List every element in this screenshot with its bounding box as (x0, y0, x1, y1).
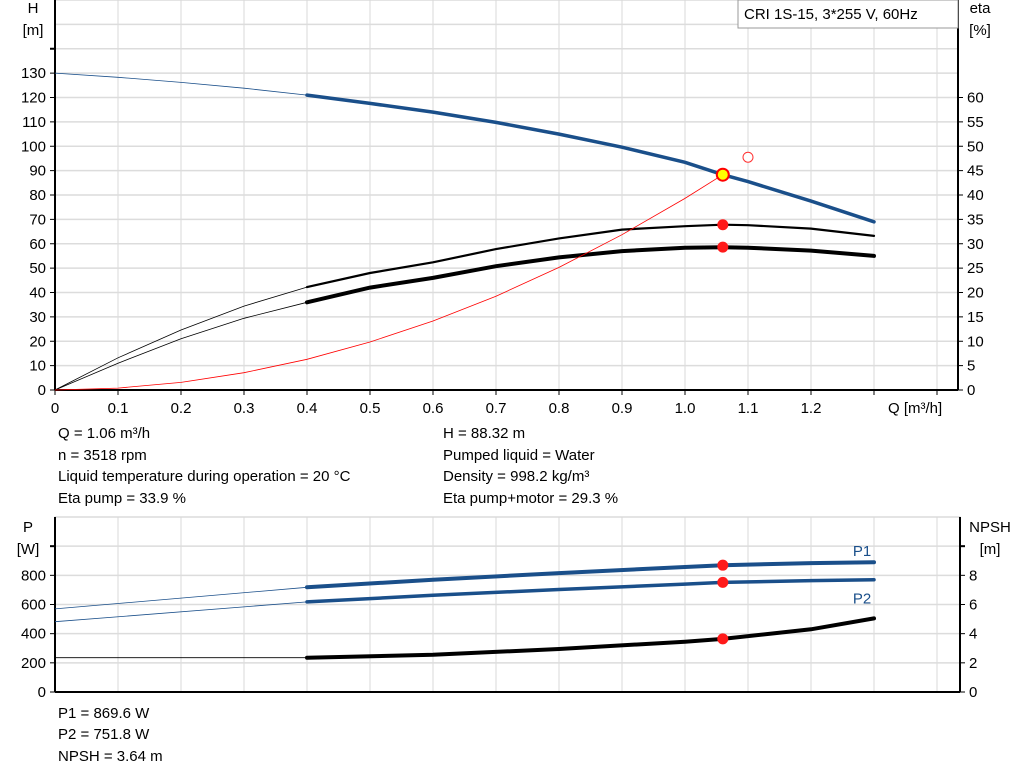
y-left-tick-label: 110 (22, 114, 46, 131)
y-left-tick-label: 130 (21, 65, 46, 82)
series-label-p2: P2 (853, 591, 871, 608)
series-1-curve (305, 223, 876, 289)
series-0-curve (305, 93, 876, 224)
x-tick-label: 0.1 (108, 400, 129, 417)
info-eta-pump-motor: Eta pump+motor = 29.3 % (443, 490, 619, 507)
x-tick-label: 0.5 (360, 400, 381, 417)
y-right-tick-label: 15 (967, 309, 984, 326)
x-tick-label: 0.4 (297, 400, 318, 417)
y-right-tick-label: 45 (967, 163, 984, 180)
y-left-unit: [W] (17, 541, 40, 558)
x-tick-label: 0.2 (171, 400, 192, 417)
y-left-tick-label: 30 (29, 309, 46, 326)
y-right-tick-label: 8 (969, 567, 977, 584)
duty-point (715, 167, 730, 182)
info-liquid-temp: Liquid temperature during operation = 20… (58, 468, 351, 485)
info-speed: n = 3518 rpm (58, 447, 147, 464)
y-right-tick-label: 6 (969, 597, 977, 614)
y-right-tick-label: 2 (969, 655, 977, 672)
y-right-tick-label: 0 (967, 382, 975, 399)
requested-point (742, 151, 754, 163)
y-left-tick-label: 10 (29, 358, 46, 375)
y-right-tick-label: 25 (967, 260, 984, 277)
y-right-unit: [%] (969, 22, 991, 39)
x-tick-label: 0.9 (612, 400, 633, 417)
y-right-title: eta (970, 0, 992, 17)
series-label-p1: P1 (853, 543, 871, 560)
series-1-extrapolated (54, 601, 308, 623)
info-p2: P2 = 751.8 W (58, 726, 150, 743)
info-pumped-liquid: Pumped liquid = Water (443, 447, 595, 464)
info-p1: P1 = 869.6 W (58, 705, 150, 722)
x-tick-label: 1.1 (738, 400, 759, 417)
y-left-title: P (23, 519, 33, 536)
y-left-title: H (28, 0, 39, 17)
y-right-tick-label: 0 (969, 684, 977, 701)
x-tick-label: 0.8 (549, 400, 570, 417)
y-right-unit: [m] (980, 541, 1001, 558)
y-left-tick-label: 40 (29, 285, 46, 302)
eta-operating-point (717, 219, 729, 231)
y-left-tick-label: 120 (21, 90, 46, 107)
x-tick-label: 1.2 (801, 400, 822, 417)
y-left-tick-label: 800 (21, 567, 46, 584)
y-right-tick-label: 4 (969, 626, 977, 643)
series-2-extrapolated (54, 301, 308, 391)
system-curve (54, 174, 724, 391)
y-right-tick-label: 30 (967, 236, 984, 253)
y-left-tick-label: 400 (21, 626, 46, 643)
y-left-tick-label: 60 (29, 236, 46, 253)
series-0-extrapolated (54, 586, 308, 610)
info-eta-pump: Eta pump = 33.9 % (58, 490, 186, 507)
y-right-tick-label: 10 (967, 333, 984, 350)
x-tick-label: 0.7 (486, 400, 507, 417)
series-2-curve (305, 245, 876, 305)
series-0-curve (305, 560, 876, 590)
x-tick-label: 0.6 (423, 400, 444, 417)
y-left-tick-label: 600 (21, 597, 46, 614)
operating-point (717, 633, 729, 645)
info-q: Q = 1.06 m³/h (58, 425, 151, 442)
y-right-tick-label: 50 (967, 138, 984, 155)
x-tick-label: 0.3 (234, 400, 255, 417)
series-1-curve (305, 577, 876, 604)
y-left-tick-label: 70 (29, 211, 46, 228)
x-tick-label: 1.0 (675, 400, 696, 417)
y-right-tick-label: 35 (967, 211, 984, 228)
y-right-tick-label: 20 (967, 285, 984, 302)
y-right-tick-label: 40 (967, 187, 984, 204)
y-left-tick-label: 20 (29, 333, 46, 350)
y-left-tick-label: 0 (38, 382, 46, 399)
series-2-curve (305, 616, 876, 660)
y-left-tick-label: 200 (21, 655, 46, 672)
series-1-extrapolated (54, 286, 308, 391)
x-axis-title: Q [m³/h] (888, 400, 942, 417)
y-right-tick-label: 5 (967, 358, 975, 375)
eta-operating-point (717, 241, 729, 253)
y-left-tick-label: 100 (21, 138, 46, 155)
y-right-tick-label: 60 (967, 90, 984, 107)
series-0-extrapolated (54, 72, 308, 96)
operating-point (717, 576, 729, 588)
y-left-unit: [m] (23, 22, 44, 39)
operating-point (717, 559, 729, 571)
y-left-tick-label: 0 (38, 684, 46, 701)
y-right-title: NPSH (969, 519, 1011, 536)
y-left-tick-label: 90 (29, 163, 46, 180)
info-density: Density = 998.2 kg/m³ (443, 468, 590, 485)
info-npsh: NPSH = 3.64 m (58, 748, 163, 765)
y-right-tick-label: 55 (967, 114, 984, 131)
y-left-tick-label: 80 (29, 187, 46, 204)
legend-box (737, 0, 959, 29)
legend-label: CRI 1S-15, 3*255 V, 60Hz (744, 6, 918, 23)
x-tick-label: 0 (51, 400, 59, 417)
y-left-tick-label: 50 (29, 260, 46, 277)
info-head: H = 88.32 m (443, 425, 526, 442)
